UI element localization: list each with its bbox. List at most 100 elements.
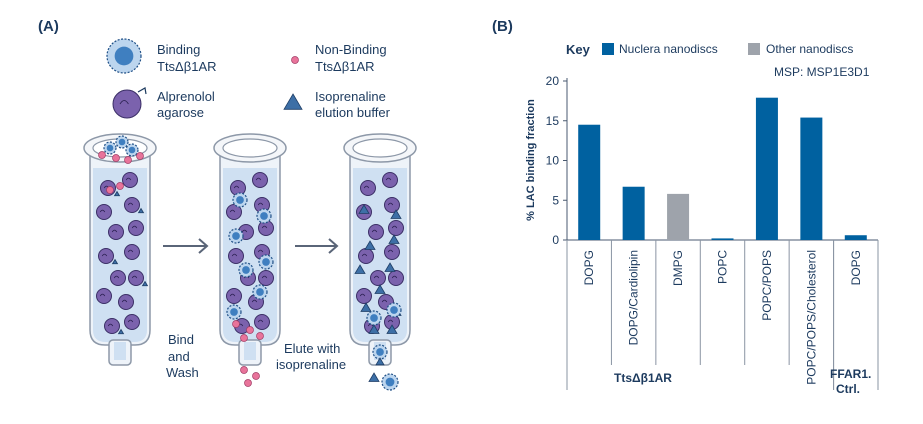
bead-ligand [107, 323, 114, 327]
arrow-head-icon [198, 238, 209, 254]
agarose-bead-icon [124, 314, 140, 330]
isoprenaline-icon [358, 204, 370, 214]
legend-elution-line2: elution buffer [315, 105, 390, 120]
agarose-bead-icon [122, 172, 138, 188]
x-tick-label: DMPG [671, 250, 685, 286]
agarose-bead-icon [252, 172, 268, 188]
non-binding-protein-icon [240, 366, 248, 374]
binding-protein-core [260, 212, 268, 220]
bar-dopg [844, 235, 867, 240]
binding-protein-core [118, 138, 126, 146]
bead-ligand [387, 202, 394, 206]
legend-other: Other nanodiscs [766, 42, 854, 56]
binding-protein-core [106, 144, 114, 152]
legend-nonbinding-line1: Non-Binding [315, 42, 387, 57]
step-elute-line2: isoprenaline [276, 357, 347, 372]
column-opening [222, 138, 278, 158]
legend-binding-line2: TtsΔβ1AR [157, 59, 217, 74]
bar-popc [711, 238, 734, 240]
binding-protein-core [376, 348, 384, 356]
bead-ligand [131, 275, 138, 279]
y-tick-label: 0 [552, 233, 559, 247]
legend-swatch-nuclera [602, 43, 614, 55]
non-binding-protein-icon [106, 186, 114, 194]
non-binding-protein-icon [240, 334, 248, 342]
group-label-ctrl: Ctrl. [836, 382, 860, 396]
isoprenaline-icon [386, 324, 398, 334]
agarose-bead-icon [258, 270, 274, 286]
y-tick-label: 15 [546, 114, 560, 128]
agarose-bead-icon [384, 197, 400, 213]
bead-ligand [255, 177, 262, 181]
legend-nuclera: Nuclera nanodiscs [619, 42, 718, 56]
agarose-bead-icon [124, 244, 140, 260]
legend-agarose-line1: Alprenolol [157, 89, 215, 104]
isoprenaline-icon [360, 302, 372, 312]
x-tick-label: DOPG/Cardiolipin [627, 250, 641, 345]
isoprenaline-icon [111, 258, 119, 265]
bead-ligand [385, 177, 392, 181]
non-binding-protein-icon [232, 320, 240, 328]
bead-ligand [113, 275, 120, 279]
non-binding-protein-icon [98, 151, 106, 159]
bead-ligand [261, 275, 268, 279]
legend-binding-line1: Binding [157, 42, 201, 57]
bead-ligand [361, 253, 368, 257]
step-elute-line1: Elute with [284, 341, 341, 356]
non-binding-protein-icon [124, 156, 132, 164]
x-tick-label: DOPG [849, 250, 863, 285]
agarose-bead-icon [228, 248, 244, 264]
non-binding-protein-icon [136, 152, 144, 160]
msp-note: MSP: MSP1E3D1 [774, 65, 870, 79]
isoprenaline-icon [374, 284, 386, 294]
column-opening [352, 138, 408, 158]
agarose-bead-icon [124, 197, 140, 213]
arrow-head-icon [328, 238, 339, 254]
agarose-bead-icon [128, 270, 144, 286]
non-binding-protein-icon [291, 56, 299, 64]
y-axis-label: % LAC binding fraction [525, 99, 537, 221]
isoprenaline-icon [390, 209, 402, 219]
ligand-arrow-icon [137, 87, 147, 95]
isoprenaline-icon [364, 240, 376, 250]
bead-ligand [125, 177, 132, 181]
binding-protein-core [262, 258, 270, 266]
outlet-liquid [244, 342, 256, 360]
binding-protein-core [128, 146, 136, 154]
bead-ligand [359, 293, 366, 297]
binding-protein-core [114, 46, 134, 66]
isoprenaline-icon [117, 328, 125, 335]
agarose-bead-icon [254, 314, 270, 330]
legend-elution-line1: Isoprenaline [315, 89, 386, 104]
legend-swatch-other [748, 43, 760, 55]
bead-ligand [373, 275, 380, 279]
agarose-bead-icon [360, 180, 376, 196]
legend-nonbinding-line2: TtsΔβ1AR [315, 59, 375, 74]
isoprenaline-icon [354, 264, 366, 274]
agarose-bead-icon [370, 270, 386, 286]
isoprenaline-icon [368, 324, 380, 334]
agarose-bead-icon [96, 204, 112, 220]
bead-ligand [261, 225, 268, 229]
agarose-bead-icon [98, 248, 114, 264]
agarose-bead-icon [226, 204, 242, 220]
isoprenaline-icon [113, 190, 121, 197]
bead-ligand [99, 209, 106, 213]
binding-protein-core [390, 306, 398, 314]
bead-ligand [131, 225, 138, 229]
bead-ligand [127, 249, 134, 253]
bead-ligand [99, 293, 106, 297]
isoprenaline-icon [368, 372, 380, 382]
bead-ligand [391, 225, 398, 229]
agarose-bead-icon [118, 294, 134, 310]
y-tick-label: 10 [546, 154, 560, 168]
agarose-bead-icon [388, 270, 404, 286]
bead-ligand [381, 299, 388, 303]
bead-ligand [387, 319, 394, 323]
x-tick-label: POPC [716, 250, 730, 284]
bead-ligand [101, 253, 108, 257]
bead-ligand [111, 229, 118, 233]
